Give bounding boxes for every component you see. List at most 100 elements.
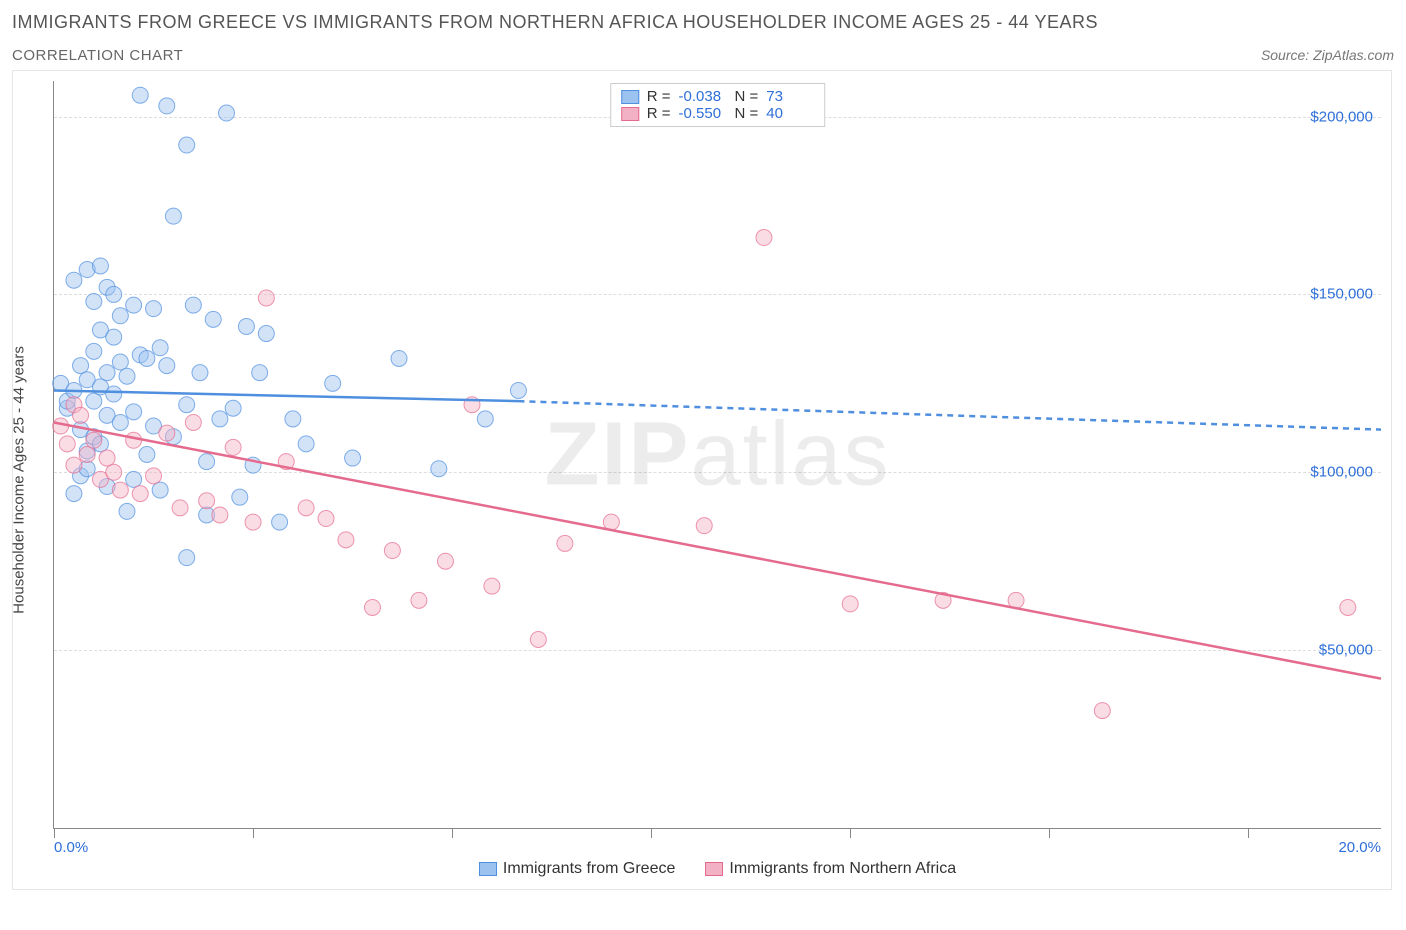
subtitle-row: CORRELATION CHART Source: ZipAtlas.com [12, 47, 1394, 64]
data-point [199, 493, 215, 509]
y-axis-title: Householder Income Ages 25 - 44 years [11, 346, 28, 614]
data-point [298, 436, 314, 452]
chart-frame: Householder Income Ages 25 - 44 years R … [12, 70, 1392, 890]
data-point [106, 286, 122, 302]
data-point [431, 461, 447, 477]
plot-area: R = -0.038 N = 73 R = -0.550 N = 40 ZIPa… [53, 81, 1381, 829]
data-point [119, 368, 135, 384]
data-point [272, 514, 288, 530]
data-point [112, 354, 128, 370]
data-point [411, 592, 427, 608]
legend-n-value-1: 40 [766, 105, 814, 122]
data-point [245, 514, 261, 530]
data-point [106, 386, 122, 402]
data-point [298, 500, 314, 516]
data-point [205, 311, 221, 327]
data-point [86, 393, 102, 409]
data-point [79, 447, 95, 463]
legend-item-series-1: Immigrants from Northern Africa [705, 860, 956, 878]
data-point [258, 290, 274, 306]
data-point [179, 397, 195, 413]
legend-r-value-1: -0.550 [679, 105, 727, 122]
legend-series-1-name: Immigrants from Northern Africa [729, 860, 956, 878]
legend-n-label: N = [735, 88, 759, 105]
data-point [212, 411, 228, 427]
data-point [1340, 599, 1356, 615]
data-point [219, 105, 235, 121]
trend-line [54, 390, 518, 401]
data-point [86, 432, 102, 448]
legend-n-value-0: 73 [766, 88, 814, 105]
data-point [258, 326, 274, 342]
data-point [192, 365, 208, 381]
data-point [842, 596, 858, 612]
data-point [285, 411, 301, 427]
x-axis-max-label: 20.0% [1338, 839, 1381, 856]
x-axis-tick [253, 828, 254, 838]
data-point [252, 365, 268, 381]
chart-title: IMMIGRANTS FROM GREECE VS IMMIGRANTS FRO… [12, 12, 1394, 33]
x-axis-tick [1248, 828, 1249, 838]
data-point [477, 411, 493, 427]
data-point [232, 489, 248, 505]
data-point [179, 137, 195, 153]
data-point [364, 599, 380, 615]
data-point [484, 578, 500, 594]
plot-svg [54, 81, 1381, 828]
data-point [139, 447, 155, 463]
legend-series: Immigrants from Greece Immigrants from N… [54, 860, 1381, 878]
data-point [66, 272, 82, 288]
data-point [225, 439, 241, 455]
data-point [318, 511, 334, 527]
data-point [73, 407, 89, 423]
data-point [437, 553, 453, 569]
trend-line [518, 401, 1381, 429]
data-point [152, 482, 168, 498]
data-point [165, 208, 181, 224]
source-label: Source: ZipAtlas.com [1261, 47, 1394, 63]
data-point [119, 503, 135, 519]
data-point [132, 486, 148, 502]
data-point [225, 400, 241, 416]
chart-subtitle: CORRELATION CHART [12, 47, 183, 64]
x-axis-min-label: 0.0% [54, 839, 88, 856]
x-axis-tick [452, 828, 453, 838]
data-point [199, 454, 215, 470]
legend-r-value-0: -0.038 [679, 88, 727, 105]
data-point [112, 482, 128, 498]
data-point [146, 468, 162, 484]
legend-row: R = -0.550 N = 40 [621, 105, 815, 122]
legend-correlation: R = -0.038 N = 73 R = -0.550 N = 40 [610, 83, 826, 127]
legend-swatch-series-1 [705, 862, 723, 876]
data-point [152, 340, 168, 356]
legend-swatch-series-0 [479, 862, 497, 876]
x-axis-tick [1049, 828, 1050, 838]
legend-item-series-0: Immigrants from Greece [479, 860, 675, 878]
data-point [325, 375, 341, 391]
data-point [126, 432, 142, 448]
data-point [159, 358, 175, 374]
data-point [66, 457, 82, 473]
data-point [132, 87, 148, 103]
legend-swatch-series-0 [621, 90, 639, 104]
data-point [696, 518, 712, 534]
data-point [146, 301, 162, 317]
data-point [179, 550, 195, 566]
data-point [59, 436, 75, 452]
data-point [159, 98, 175, 114]
legend-series-0-name: Immigrants from Greece [503, 860, 675, 878]
data-point [92, 258, 108, 274]
legend-swatch-series-1 [621, 107, 639, 121]
data-point [391, 350, 407, 366]
x-axis-tick [850, 828, 851, 838]
trend-line [54, 422, 1381, 678]
data-point [510, 382, 526, 398]
data-point [99, 365, 115, 381]
data-point [345, 450, 361, 466]
legend-r-label: R = [647, 105, 671, 122]
data-point [126, 471, 142, 487]
data-point [384, 543, 400, 559]
x-axis-tick [651, 828, 652, 838]
data-point [99, 450, 115, 466]
data-point [172, 500, 188, 516]
